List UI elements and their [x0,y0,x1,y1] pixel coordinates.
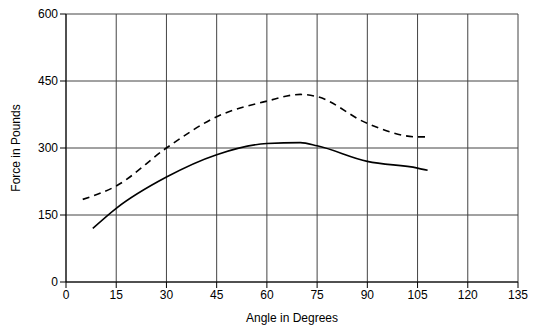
svg-text:600: 600 [38,7,58,21]
svg-text:300: 300 [38,141,58,155]
svg-text:135: 135 [508,288,528,302]
svg-text:450: 450 [38,74,58,88]
svg-text:30: 30 [160,288,174,302]
svg-text:Angle in Degrees: Angle in Degrees [246,311,338,325]
svg-text:60: 60 [260,288,274,302]
svg-text:120: 120 [458,288,478,302]
svg-text:0: 0 [51,275,58,289]
svg-text:15: 15 [110,288,124,302]
svg-text:0: 0 [63,288,70,302]
svg-text:45: 45 [210,288,224,302]
svg-text:75: 75 [310,288,324,302]
svg-text:150: 150 [38,208,58,222]
svg-text:90: 90 [361,288,375,302]
svg-text:Force in Pounds: Force in Pounds [9,104,23,191]
svg-text:105: 105 [408,288,428,302]
